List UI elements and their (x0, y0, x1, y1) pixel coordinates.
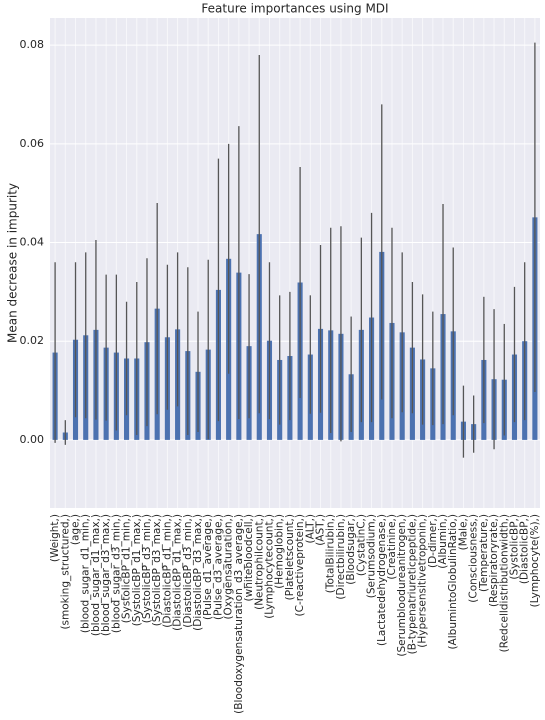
x-tick-label: (Directbilirubin,) (335, 514, 347, 600)
x-tick-label: (Redcelldistributionwidth,) (498, 514, 510, 652)
x-tick-label: (smoking_structured,) (59, 514, 71, 630)
x-tick-label: (Bloodsugar,) (345, 514, 357, 585)
x-tick-label: (SystolicBP_d3_min,) (141, 514, 153, 623)
chart-title: Feature importances using MDI (201, 2, 388, 16)
x-tick-label: (DiastolicBP_d3_max,) (192, 514, 204, 631)
x-tick-label: (SystolicBP_d1_min,) (121, 514, 133, 623)
x-tick-label: (Albumin,) (437, 514, 449, 569)
x-tick-label: (blood_sugar_d3_min,) (110, 514, 122, 633)
x-tick-label: (B-typenatriureticpeptide,) (406, 514, 418, 654)
x-tick-label: (Lactatedehydrogenase,) (376, 514, 388, 646)
x-tick-label: (age,) (70, 514, 82, 545)
x-tick-label: (SystolicBP_d3_max,) (151, 514, 163, 626)
x-tick-label: (blood_sugar_d1_min,) (80, 514, 92, 633)
x-tick-label: (Serumbloodureanitrogen,) (396, 514, 408, 657)
x-tick-label: (DiastolicBP_d1_min,) (161, 514, 173, 628)
x-tick-label: (Temperature,) (478, 514, 490, 592)
x-tick-label: (TotalBilirubin,) (325, 514, 337, 593)
x-tick-label: (Hemoglobin,) (274, 514, 286, 589)
y-tick-label: 0.00 (20, 433, 45, 446)
x-tick-label: (DiastolicBP_d1_max,) (172, 514, 184, 631)
x-tick-label: (SystolicBP_d1_max,) (131, 514, 143, 626)
x-tick-label: (blood_sugar_d1_max,) (90, 514, 102, 636)
x-tick-label: (Male,) (457, 514, 469, 550)
y-tick-label: 0.02 (20, 334, 45, 347)
x-tick-label: (Weight,) (49, 514, 61, 562)
x-tick-label: (Hypersensitivetroponin,) (417, 514, 429, 648)
x-tick-label: (SystolicBP,) (508, 514, 520, 580)
x-tick-label: (Plateletscount,) (284, 514, 296, 600)
x-tick-label: (ALT,) (304, 514, 316, 544)
x-tick-label: (Bloodoxygensaturation_d3_average,) (233, 514, 245, 714)
x-tick-label: (Respiratoryrate,) (488, 514, 500, 607)
y-tick-label: 0.04 (20, 236, 45, 249)
x-tick-label: (Lymphocytecount,) (263, 514, 275, 619)
x-tick-label: (Serumsodium,) (366, 514, 378, 598)
x-tick-label: (Oxygensaturation,) (223, 514, 235, 620)
x-tick-label: (AlbumintoGlobulinRatio,) (447, 514, 459, 650)
x-tick-label: (Consciousness,) (468, 514, 480, 603)
y-tick-label: 0.08 (20, 38, 45, 51)
x-tick-label: (Neutrophilcount,) (253, 514, 265, 610)
x-tick-label: (Pulse_d1_average,) (202, 514, 214, 620)
x-tick-label: (DiastolicBP_d3_min,) (182, 514, 194, 628)
x-tick-label: (Pulse_d3_average,) (212, 514, 224, 620)
x-tick-label: (CystatinC,) (355, 514, 367, 576)
x-tick-label: (whitebloodcell,) (243, 514, 255, 601)
y-tick-label: 0.06 (20, 137, 45, 150)
x-tick-label: (Creatinine,) (386, 514, 398, 580)
plot-area (50, 18, 540, 508)
x-tick-label: (C-reactiveprotein,) (294, 514, 306, 616)
x-tick-label: (Lymphocyte(%),) (529, 514, 541, 607)
y-axis-label: Mean decrease in impurity (6, 183, 20, 343)
x-tick-label: (AST,) (315, 514, 327, 546)
x-tick-label: (blood_sugar_d3_max,) (100, 514, 112, 636)
x-tick-label: (D-dimer,) (427, 514, 439, 568)
x-tick-label: (DiastolicBP,) (519, 514, 531, 584)
